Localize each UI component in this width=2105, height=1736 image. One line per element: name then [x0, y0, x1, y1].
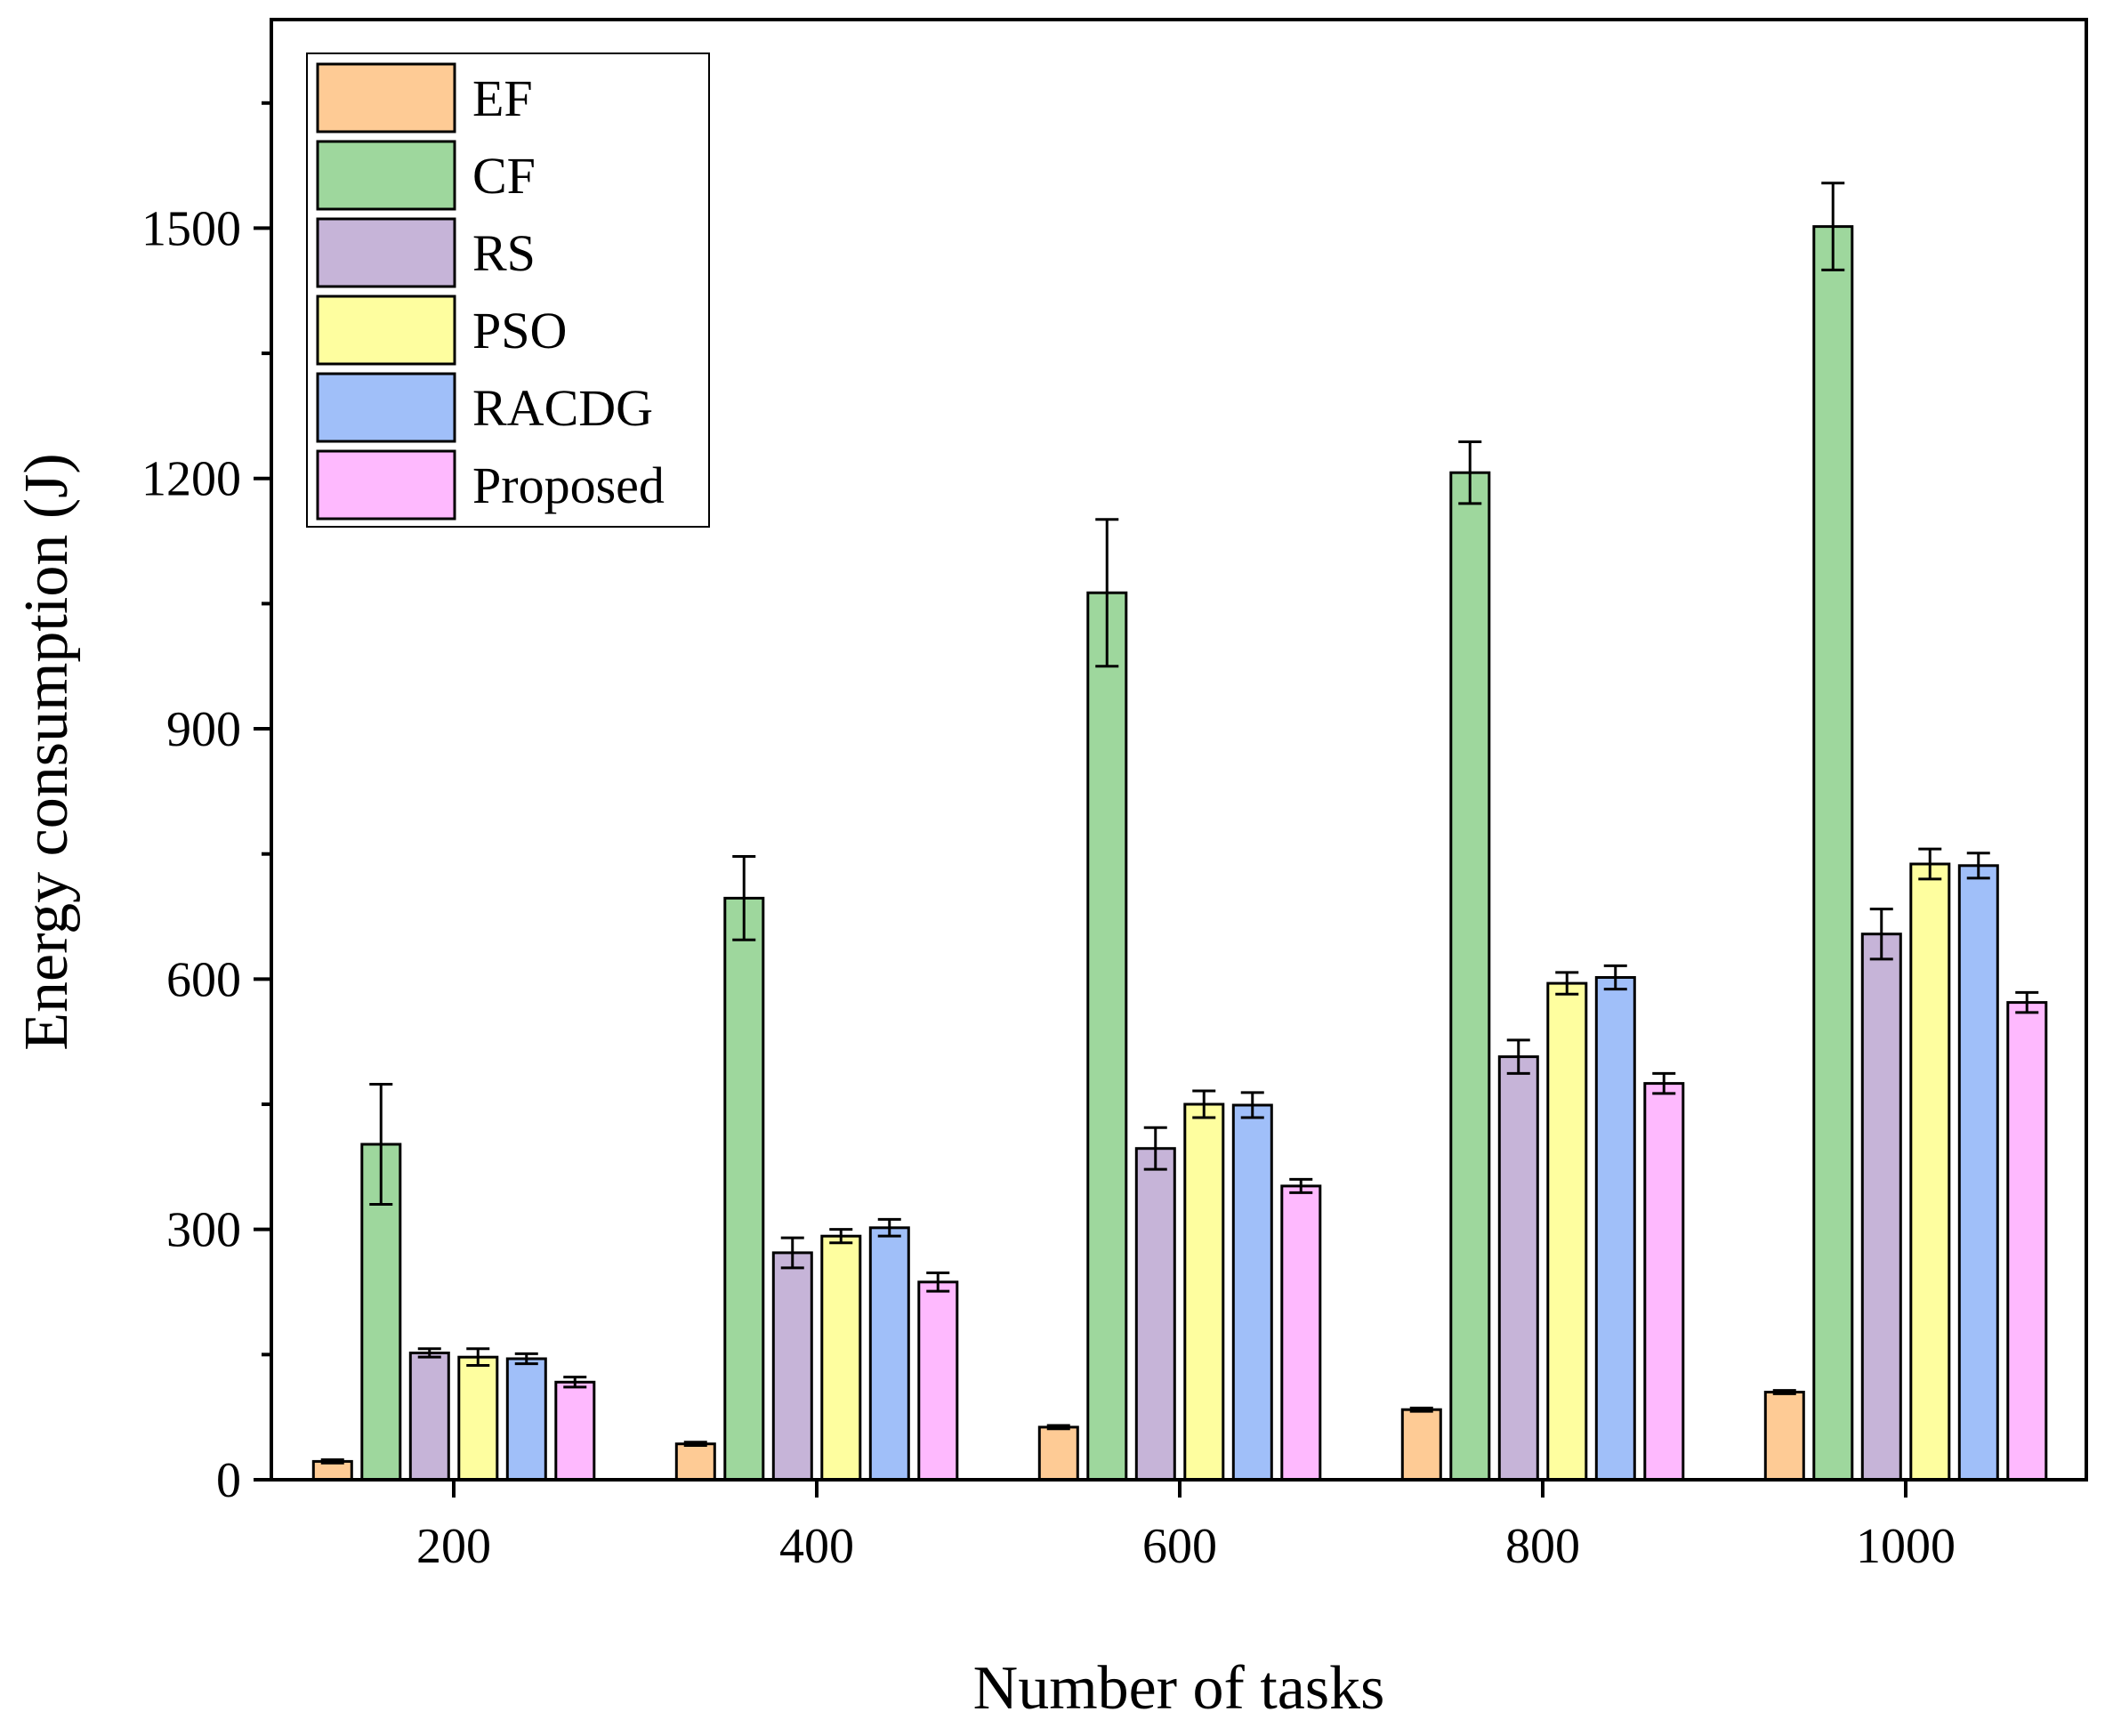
bar-ef-1000 — [1763, 1391, 1805, 1482]
error-bar-proposed-400 — [926, 1271, 950, 1293]
bar-cf-600 — [1086, 591, 1128, 1482]
plot-area — [311, 182, 2048, 1482]
bar-rs-1000 — [1860, 933, 1902, 1482]
bar-pso-400 — [820, 1234, 862, 1482]
error-bar-cf-800 — [1458, 440, 1482, 505]
error-bar-pso-600 — [1192, 1089, 1216, 1119]
error-bar-racdg-800 — [1603, 964, 1627, 991]
y-tick-label: 300 — [166, 1203, 241, 1258]
error-bar-rs-600 — [1143, 1126, 1167, 1171]
bar-rs-400 — [771, 1251, 813, 1482]
error-bar-rs-200 — [417, 1347, 441, 1359]
bar-pso-600 — [1183, 1102, 1225, 1482]
error-bar-ef-600 — [1046, 1424, 1070, 1431]
bar-pso-800 — [1546, 981, 1588, 1482]
error-bar-rs-400 — [780, 1236, 804, 1270]
legend-label-racdg: RACDG — [472, 379, 653, 437]
y-axis-title: Energy consumption (J) — [12, 453, 81, 1050]
y-tick-label: 1200 — [141, 452, 241, 507]
bar-racdg-800 — [1594, 976, 1636, 1482]
legend-swatch-racdg — [316, 372, 456, 443]
legend-swatch-ef — [316, 62, 456, 133]
error-bar-racdg-400 — [877, 1217, 901, 1238]
error-bar-racdg-200 — [514, 1352, 538, 1366]
x-tick-label: 200 — [416, 1519, 491, 1574]
legend-swatch-cf — [316, 140, 456, 211]
bar-cf-800 — [1449, 471, 1491, 1482]
x-tick-label: 400 — [779, 1519, 854, 1574]
x-tick-label: 600 — [1142, 1519, 1217, 1574]
error-bar-racdg-1000 — [1966, 852, 1990, 880]
error-bar-ef-1000 — [1772, 1389, 1796, 1395]
x-tick-label: 1000 — [1856, 1519, 1956, 1574]
legend: EF CF RS PSO RACDG Proposed — [306, 52, 710, 528]
error-bar-pso-200 — [466, 1347, 490, 1368]
bar-proposed-600 — [1280, 1184, 1322, 1482]
bar-rs-600 — [1134, 1147, 1176, 1482]
bar-cf-400 — [723, 896, 765, 1482]
bar-racdg-200 — [505, 1357, 547, 1482]
bar-proposed-1000 — [2006, 1001, 2048, 1482]
legend-label-proposed: Proposed — [472, 456, 665, 514]
bar-proposed-800 — [1643, 1082, 1685, 1482]
error-bar-proposed-200 — [563, 1376, 587, 1389]
legend-swatch-proposed — [316, 449, 456, 521]
legend-label-pso: PSO — [472, 302, 567, 359]
error-bar-proposed-600 — [1289, 1177, 1313, 1194]
error-bar-proposed-800 — [1652, 1071, 1676, 1095]
error-bar-pso-400 — [829, 1228, 853, 1245]
bar-proposed-400 — [917, 1280, 959, 1482]
x-tick-label: 800 — [1505, 1519, 1580, 1574]
error-bar-racdg-600 — [1240, 1091, 1264, 1119]
bar-rs-200 — [408, 1352, 450, 1482]
error-bar-rs-1000 — [1869, 908, 1893, 961]
y-tick-label: 1500 — [141, 201, 241, 256]
error-bar-cf-400 — [732, 855, 756, 941]
bar-pso-1000 — [1909, 862, 1951, 1482]
bar-ef-400 — [674, 1442, 716, 1482]
error-bar-pso-1000 — [1918, 847, 1942, 881]
bar-ef-600 — [1037, 1425, 1079, 1482]
error-bar-ef-200 — [320, 1457, 344, 1465]
y-tick-label: 600 — [166, 952, 241, 1007]
axes: 0 300 600 900 1200 1500 200 400 600 800 1000 — [141, 18, 2088, 1574]
error-bar-proposed-1000 — [2015, 990, 2039, 1014]
bar-racdg-1000 — [1957, 864, 1999, 1482]
legend-label-rs: RS — [472, 224, 536, 282]
error-bar-cf-1000 — [1821, 182, 1845, 271]
legend-label-cf: CF — [472, 147, 536, 205]
error-bar-rs-800 — [1506, 1038, 1530, 1075]
error-bar-cf-200 — [369, 1083, 393, 1207]
bar-proposed-200 — [554, 1380, 596, 1482]
y-tick-label: 900 — [166, 702, 241, 757]
error-bar-pso-800 — [1555, 971, 1579, 996]
error-bar-ef-800 — [1409, 1406, 1433, 1413]
bar-racdg-400 — [868, 1226, 910, 1482]
bar-ef-800 — [1400, 1408, 1442, 1482]
y-tick-label: 0 — [216, 1453, 241, 1508]
x-axis-title: Number of tasks — [973, 1654, 1385, 1723]
bar-pso-200 — [457, 1355, 499, 1482]
legend-label-ef: EF — [472, 69, 533, 127]
legend-swatch-pso — [316, 295, 456, 366]
bar-cf-1000 — [1812, 225, 1854, 1482]
error-bar-ef-400 — [683, 1441, 707, 1448]
bar-rs-800 — [1497, 1055, 1539, 1482]
error-bar-cf-600 — [1095, 518, 1119, 668]
bar-racdg-600 — [1231, 1103, 1273, 1482]
legend-swatch-rs — [316, 217, 456, 288]
